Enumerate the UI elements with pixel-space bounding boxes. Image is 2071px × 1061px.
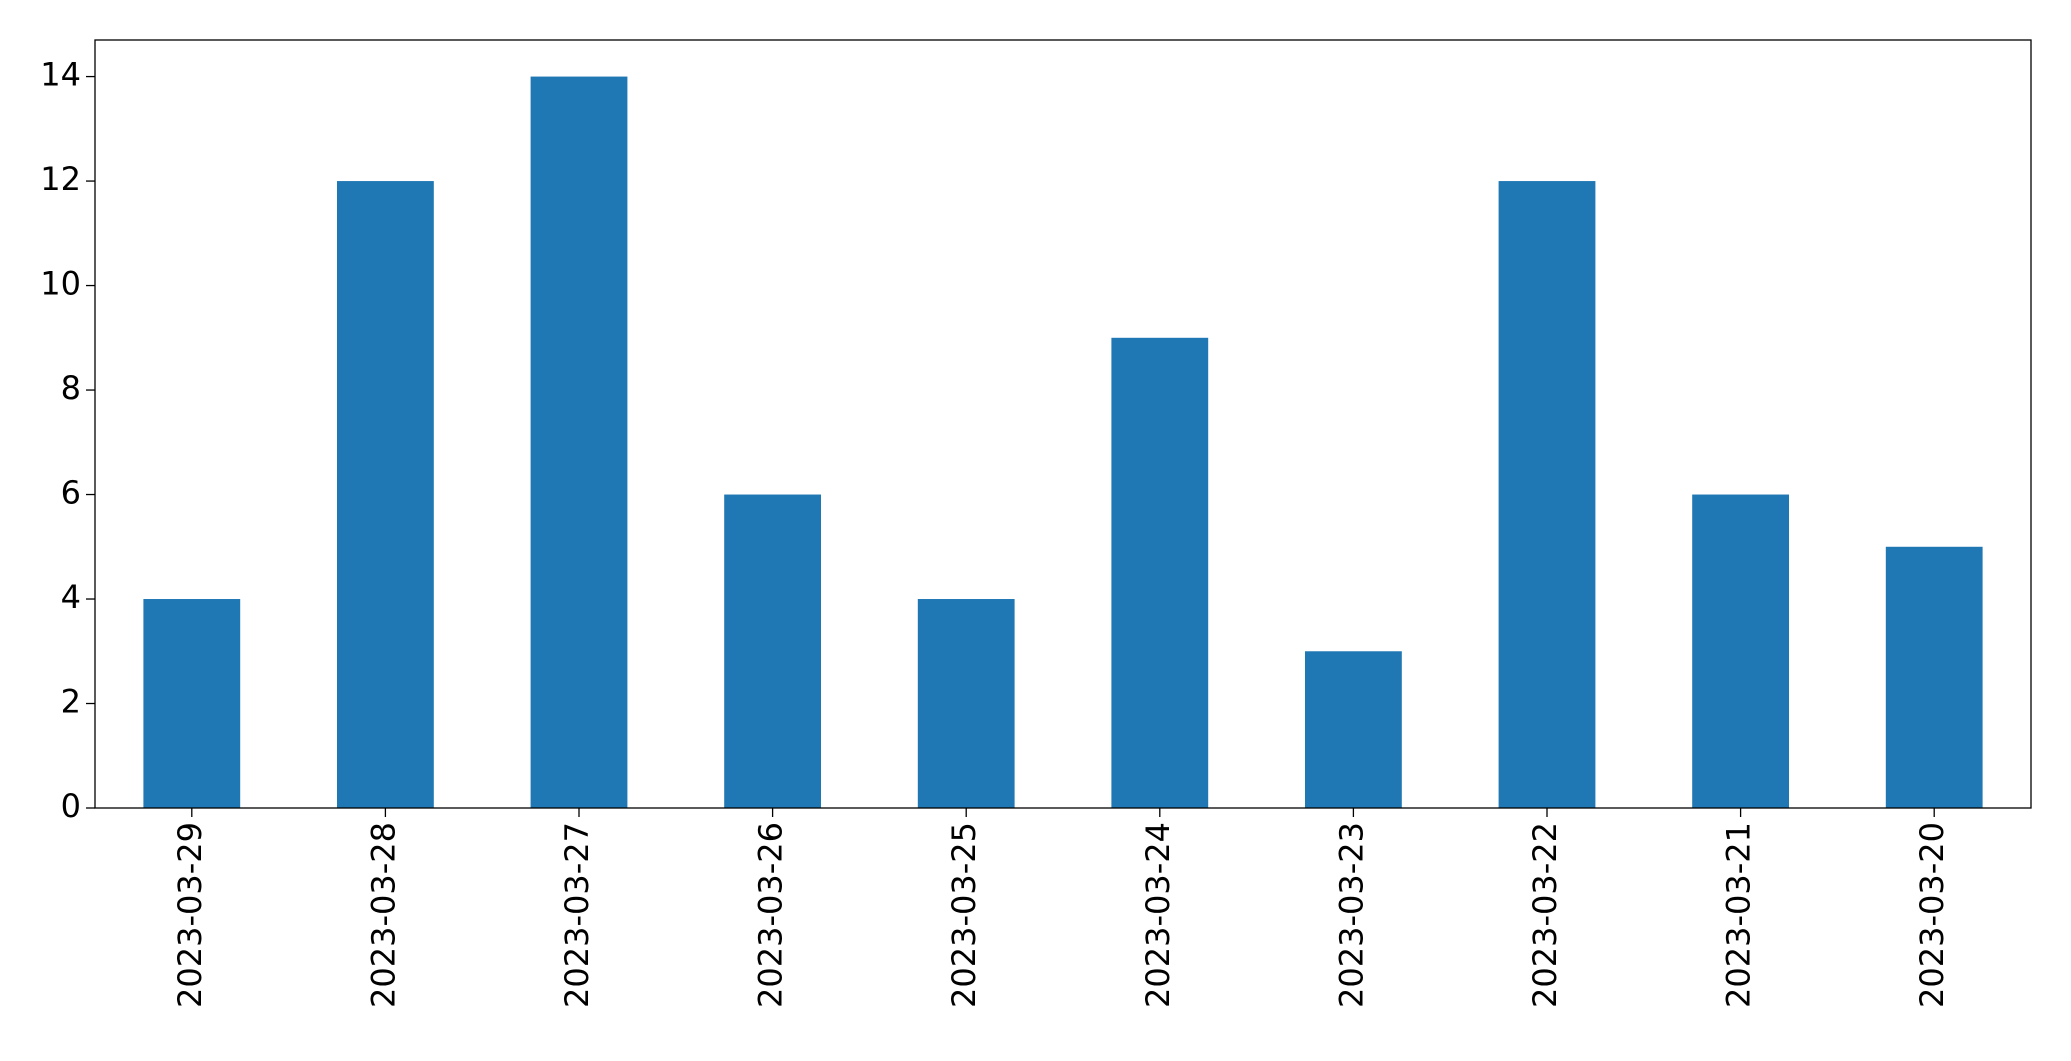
bar [1498, 181, 1596, 808]
y-tick-label: 14 [40, 56, 81, 94]
y-tick-label: 10 [40, 265, 81, 303]
x-tick-label: 2023-03-26 [752, 822, 790, 1008]
x-tick-label: 2023-03-22 [1526, 822, 1564, 1008]
x-tick-label: 2023-03-21 [1720, 822, 1758, 1008]
x-tick-label: 2023-03-20 [1913, 822, 1951, 1008]
plot-frame [94, 39, 2032, 809]
bar [1885, 546, 1983, 808]
x-tick-label: 2023-03-27 [558, 822, 596, 1008]
y-tick-label: 0 [61, 787, 81, 825]
y-tick-label: 2 [61, 683, 81, 721]
y-tick-label: 8 [61, 369, 81, 407]
x-tick-label: 2023-03-23 [1332, 822, 1370, 1008]
bar [1692, 494, 1789, 808]
bar [917, 599, 1015, 808]
y-tick-label: 4 [61, 578, 81, 616]
x-tick-label: 2023-03-24 [1139, 822, 1177, 1008]
x-tick-label: 2023-03-29 [171, 822, 209, 1008]
y-tick-label: 6 [61, 474, 81, 512]
bar [530, 76, 628, 809]
bar [1111, 337, 1209, 808]
bar [337, 181, 434, 808]
bar [143, 599, 241, 808]
x-tick-label: 2023-03-25 [945, 822, 983, 1008]
y-tick-label: 12 [40, 160, 81, 198]
bar [1305, 651, 1402, 808]
bar [724, 494, 821, 808]
x-tick-label: 2023-03-28 [364, 822, 402, 1008]
